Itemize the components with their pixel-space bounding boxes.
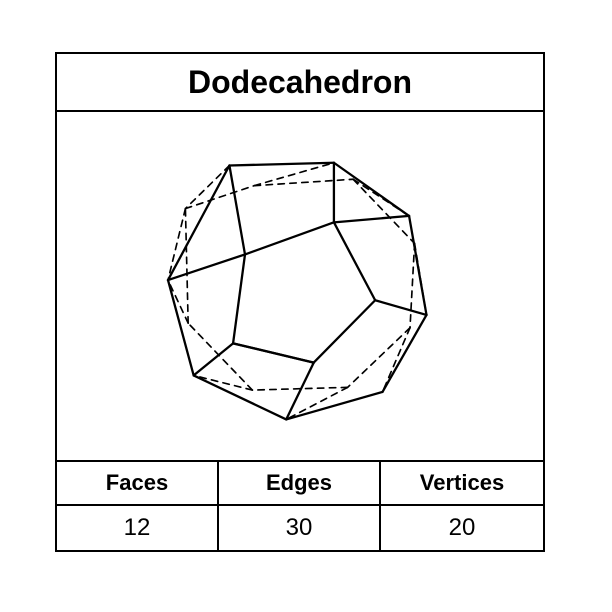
- dodecahedron-wireframe: [135, 134, 465, 439]
- title: Dodecahedron: [57, 54, 543, 112]
- stat-value-vertices: 20: [381, 506, 543, 550]
- stat-value-faces: 12: [57, 506, 219, 550]
- stat-header-faces: Faces: [57, 462, 219, 506]
- stat-header-vertices: Vertices: [381, 462, 543, 506]
- info-card: Dodecahedron Faces Edges Vertices 12 30 …: [55, 52, 545, 552]
- figure-area: [57, 112, 543, 462]
- stats-table: Faces Edges Vertices 12 30 20: [57, 462, 543, 550]
- title-text: Dodecahedron: [188, 64, 412, 101]
- stat-value-edges: 30: [219, 506, 381, 550]
- stat-header-edges: Edges: [219, 462, 381, 506]
